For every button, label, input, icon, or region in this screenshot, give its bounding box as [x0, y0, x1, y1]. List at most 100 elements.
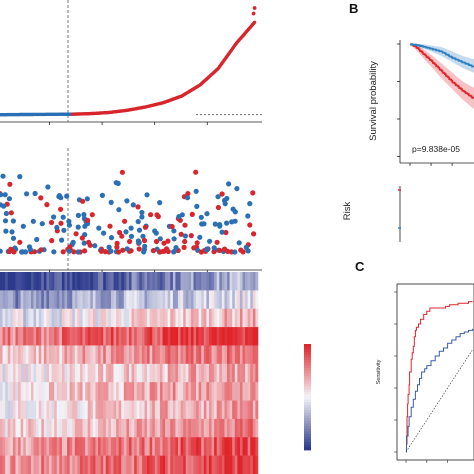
heatmap-cell	[198, 272, 202, 291]
heatmap-cell	[90, 345, 94, 365]
heatmap-cell	[224, 345, 228, 365]
heatmap-cell	[33, 345, 37, 365]
heatmap-cell	[38, 272, 42, 291]
heatmap-cell	[255, 400, 259, 420]
km-ci-band-low	[410, 44, 474, 73]
heatmap-cell	[152, 400, 156, 420]
heatmap-cell	[113, 437, 117, 456]
roc-curves	[405, 301, 474, 453]
heatmap-cell	[116, 400, 119, 420]
heatmap-cell	[46, 400, 50, 420]
heatmap-cell	[51, 363, 55, 383]
heatmap-cell	[165, 363, 168, 383]
heatmap-cell	[100, 290, 104, 310]
heatmap-cell	[175, 345, 179, 365]
heatmap-cell	[242, 363, 246, 383]
heatmap-cell	[134, 345, 138, 365]
heatmap-cell	[167, 437, 171, 456]
heatmap-cell	[188, 437, 192, 456]
heatmap-cell	[23, 327, 27, 346]
heatmap-cell	[5, 418, 9, 438]
heatmap-cell	[206, 363, 210, 383]
heatmap-cell	[190, 290, 194, 310]
colorbar-segment	[304, 346, 311, 350]
heatmap-cell	[141, 418, 145, 438]
heatmap-cell	[15, 363, 19, 383]
heatmap-cell	[64, 437, 68, 456]
heatmap-cell	[239, 400, 243, 420]
heatmap-cell	[2, 437, 6, 456]
heatmap-cell	[87, 455, 91, 474]
heatmap-cell	[219, 290, 223, 310]
heatmap-cell	[61, 290, 65, 310]
heatmap-cell	[149, 455, 153, 474]
heatmap-cell	[208, 418, 212, 438]
survival-status-point	[171, 249, 177, 255]
heatmap-cell	[180, 308, 184, 328]
survival-status-point	[179, 212, 185, 218]
heatmap-cell	[216, 400, 220, 420]
colorbar-segment	[304, 351, 311, 355]
heatmap-cell	[136, 290, 140, 310]
km-curves	[410, 43, 474, 109]
heatmap-cell	[185, 327, 189, 346]
heatmap-cell	[69, 437, 73, 456]
heatmap-cell	[92, 363, 96, 383]
heatmap-cell	[178, 290, 181, 310]
heatmap-cell	[206, 327, 210, 346]
heatmap-cell	[74, 290, 78, 310]
heatmap-cell	[103, 290, 107, 310]
survival-status-point	[66, 218, 72, 224]
heatmap-cell	[206, 400, 210, 420]
heatmap-cell	[154, 437, 158, 456]
heatmap-cell	[123, 327, 127, 346]
heatmap-cell	[178, 400, 181, 420]
heatmap-cell	[85, 400, 89, 420]
heatmap-cell	[239, 363, 243, 383]
heatmap-cell	[72, 363, 76, 383]
heatmap-cell	[30, 418, 34, 438]
heatmap-cell	[221, 308, 225, 328]
heatmap-cell	[201, 290, 205, 310]
heatmap-cell	[79, 327, 83, 346]
heatmap-cell	[98, 345, 101, 365]
heatmap-cell	[183, 437, 187, 456]
heatmap-cell	[41, 437, 45, 456]
heatmap-cell	[175, 455, 179, 474]
heatmap-cell	[252, 418, 256, 438]
heatmap-cell	[141, 382, 145, 401]
heatmap-cell	[20, 400, 24, 420]
heatmap-cell	[46, 363, 50, 383]
heatmap-cell	[255, 455, 259, 474]
heatmap-cell	[245, 400, 248, 420]
heatmap-cell	[49, 345, 52, 365]
heatmap-cell	[154, 327, 158, 346]
heatmap-cell	[255, 437, 259, 456]
heatmap-cell	[92, 382, 96, 401]
heatmap-cell	[178, 327, 181, 346]
heatmap-cell	[10, 418, 14, 438]
survival-status-point	[128, 233, 135, 239]
heatmap-cell	[159, 308, 163, 328]
heatmap-cell	[139, 290, 143, 310]
heatmap-cell	[203, 327, 207, 346]
heatmap-cell	[190, 455, 194, 474]
heatmap-cell	[0, 400, 3, 420]
heatmap-cell	[74, 308, 78, 328]
heatmap-cell	[144, 455, 148, 474]
heatmap-cell	[92, 272, 96, 291]
heatmap-cell	[208, 345, 212, 365]
heatmap-cell	[162, 382, 166, 401]
heatmap-cell	[36, 437, 39, 456]
survival-status-plot	[0, 148, 262, 273]
heatmap-cell	[139, 418, 143, 438]
heatmap-cell	[2, 400, 6, 420]
heatmap-cell	[180, 272, 184, 291]
heatmap-cell	[38, 400, 42, 420]
survival-status-point	[178, 231, 184, 237]
heatmap-cell	[43, 400, 47, 420]
heatmap-cell	[180, 400, 184, 420]
heatmap-cell	[149, 272, 153, 291]
heatmap-cell	[170, 363, 174, 383]
heatmap-cell	[113, 382, 117, 401]
